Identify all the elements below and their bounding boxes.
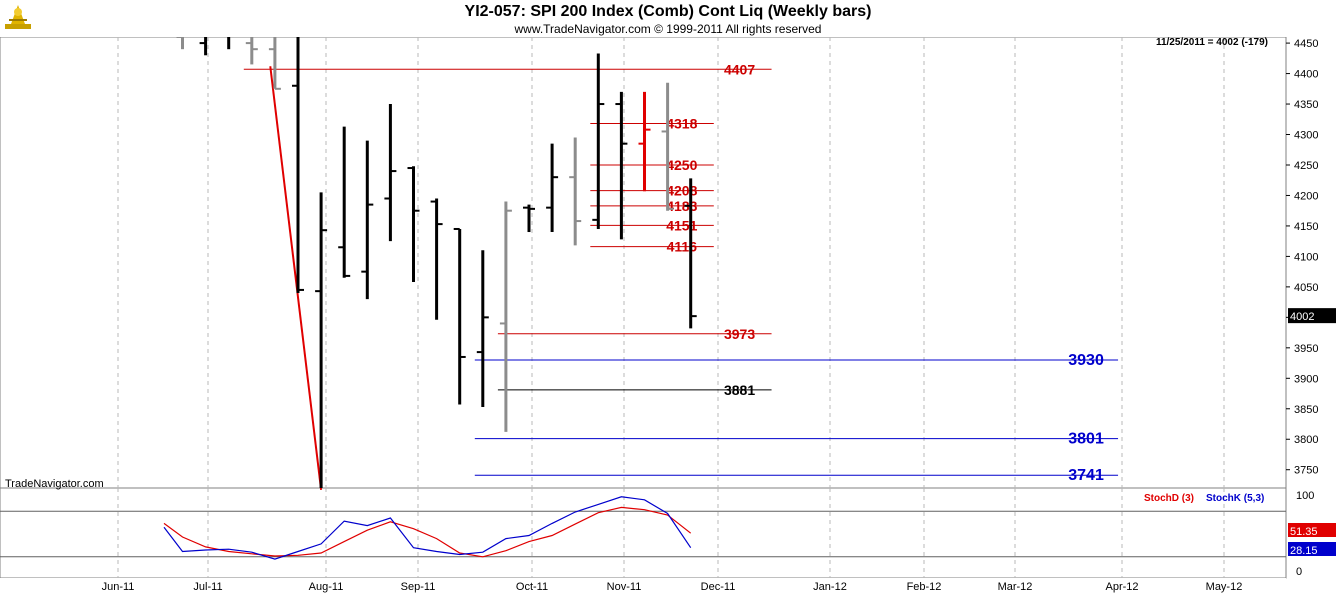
trendline-layer xyxy=(269,66,323,490)
trade-navigator-logo-icon xyxy=(5,5,31,29)
x-tick-label: Sep-11 xyxy=(401,581,436,593)
stoch-last-label: 51.35 xyxy=(1290,526,1318,538)
y-tick-label: 3850 xyxy=(1294,404,1318,416)
stoch-last-box xyxy=(1288,542,1336,556)
stoch-y-label: 100 xyxy=(1296,490,1314,502)
x-tick-label: Aug-11 xyxy=(309,581,344,593)
y-tick-label: 3950 xyxy=(1294,343,1318,355)
date-axis-background xyxy=(0,578,1286,594)
copyright-text: www.TradeNavigator.com © 1999-2011 All r… xyxy=(514,22,822,36)
level-label: 3973 xyxy=(724,326,755,342)
level-label: 4407 xyxy=(724,61,755,77)
x-tick-label: Mar-12 xyxy=(998,581,1033,593)
level-label: 4208 xyxy=(666,183,697,199)
x-tick-label: Oct-11 xyxy=(516,581,548,593)
stoch-series-line xyxy=(163,496,692,560)
stoch-last-box xyxy=(1288,523,1336,537)
legend-stoch-k: StochK (5,3) xyxy=(1206,493,1264,504)
vertical-grid xyxy=(117,37,1225,578)
title-bar: YI2-057: SPI 200 Index (Comb) Cont Liq (… xyxy=(0,0,1336,37)
level-label: 3881 xyxy=(724,382,755,398)
x-tick-label: Jan-12 xyxy=(813,581,847,593)
y-tick-label: 3800 xyxy=(1294,434,1318,446)
last-price-box xyxy=(1288,308,1336,324)
stochastic-panel: 0 100 51.35 28.15 StochD (3) StochK (5,3) xyxy=(0,490,1336,578)
x-tick-label: Nov-11 xyxy=(607,581,642,593)
level-label: 3741 xyxy=(1068,467,1104,484)
stoch-panel-frame xyxy=(0,487,1287,579)
x-tick-label: May-12 xyxy=(1206,581,1243,593)
last-price-label: 4002 xyxy=(1290,311,1314,323)
level-label: 4151 xyxy=(666,217,697,233)
watermark: TradeNavigator.com xyxy=(5,478,104,490)
price-axis: 3750380038503900395040004050410041504200… xyxy=(1286,38,1336,477)
y-tick-label: 4400 xyxy=(1294,69,1318,81)
ohlc-bars xyxy=(176,37,697,488)
level-label: 3930 xyxy=(1068,352,1104,369)
y-tick-label: 4100 xyxy=(1294,251,1318,263)
stoch-series-line xyxy=(163,506,692,558)
y-tick-label: 4250 xyxy=(1294,160,1318,172)
y-tick-label: 4050 xyxy=(1294,282,1318,294)
last-value-readout: 11/25/2011 = 4002 (-179) xyxy=(1156,37,1268,48)
level-label: 4183 xyxy=(666,198,697,214)
y-tick-label: 4450 xyxy=(1294,38,1318,50)
x-tick-label: Jun-11 xyxy=(102,581,135,593)
level-label: 3801 xyxy=(1068,431,1104,448)
x-tick-label: Feb-12 xyxy=(907,581,942,593)
trendline xyxy=(269,66,323,490)
y-tick-label: 4150 xyxy=(1294,221,1318,233)
chart-title: YI2-057: SPI 200 Index (Comb) Cont Liq (… xyxy=(464,3,872,20)
x-tick-label: Dec-11 xyxy=(701,581,736,593)
stoch-last-label: 28.15 xyxy=(1290,545,1318,557)
level-label: 4318 xyxy=(666,116,697,132)
level-label: 4116 xyxy=(667,239,698,255)
x-tick-label: Jul-11 xyxy=(193,581,222,593)
y-tick-label: 4350 xyxy=(1294,99,1318,111)
date-axis: Jun-11 Jul-11 Aug-11 Sep-11 Oct-11 Nov-11 Dec-… xyxy=(102,581,1243,593)
x-tick-label: Apr-12 xyxy=(1105,581,1138,593)
level-label: 4250 xyxy=(666,157,697,173)
y-tick-label: 3900 xyxy=(1294,373,1318,385)
y-tick-label: 3750 xyxy=(1294,465,1318,477)
y-tick-label: 4300 xyxy=(1294,130,1318,142)
y-tick-label: 4200 xyxy=(1294,190,1318,202)
stoch-y-label: 0 xyxy=(1296,566,1302,578)
legend-stoch-d: StochD (3) xyxy=(1144,493,1194,504)
